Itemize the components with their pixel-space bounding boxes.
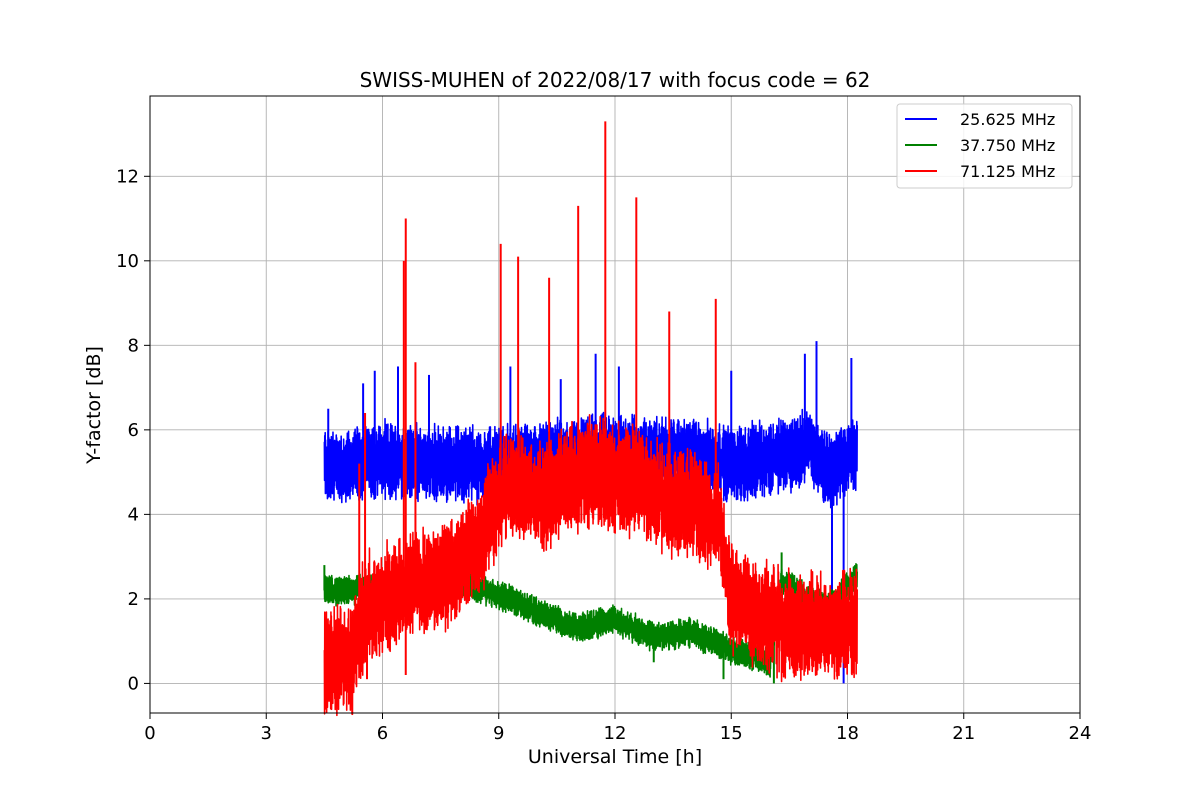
legend: 25.625 MHz 37.750 MHz 71.125 MHz [896, 103, 1073, 189]
series-layer [323, 121, 858, 717]
y-tick-label: 10 [116, 251, 139, 272]
x-tick-label: 3 [261, 723, 272, 744]
x-tick-label: 15 [720, 723, 743, 744]
legend-label: 37.750 MHz [960, 136, 1055, 155]
x-axis-title: Universal Time [h] [528, 746, 702, 768]
series-line [323, 414, 858, 717]
legend-label: 25.625 MHz [960, 110, 1055, 129]
x-tick-label: 6 [377, 723, 388, 744]
y-tick-label: 6 [128, 420, 139, 441]
legend-label: 71.125 MHz [960, 162, 1055, 181]
x-tick-label: 0 [144, 723, 155, 744]
x-tick-label: 12 [604, 723, 627, 744]
x-tick-label: 21 [952, 723, 975, 744]
chart-title: SWISS-MUHEN of 2022/08/17 with focus cod… [360, 68, 871, 92]
y-axis-title: Y-factor [dB] [83, 346, 105, 465]
x-tick-label: 24 [1069, 723, 1092, 744]
y-tick-label: 2 [128, 589, 139, 610]
x-tick-label: 9 [493, 723, 504, 744]
y-tick-label: 12 [116, 166, 139, 187]
y-tick-label: 0 [128, 673, 139, 694]
y-tick-label: 4 [128, 504, 139, 525]
legend-box [896, 103, 1073, 189]
x-tick-label: 18 [836, 723, 859, 744]
y-tick-label: 8 [128, 335, 139, 356]
